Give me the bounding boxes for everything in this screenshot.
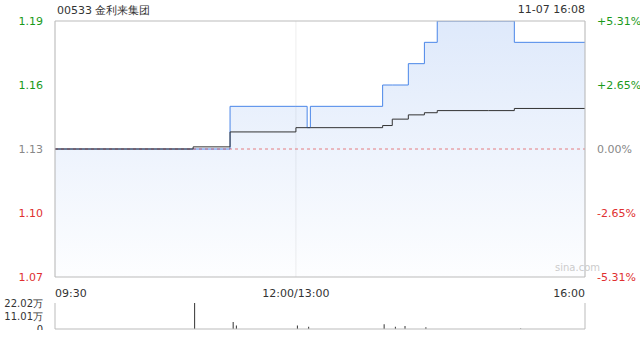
html-text:11-07 16:08: 11-07 16:08 <box>517 3 585 16</box>
svg-text:-5.31%: -5.31% <box>597 271 632 284</box>
svg-text:1.16: 1.16 <box>19 79 44 92</box>
svg-text:+2.65%: +2.65% <box>597 79 632 92</box>
svg-text:1.07: 1.07 <box>19 271 44 284</box>
svg-text:1.13: 1.13 <box>19 143 44 156</box>
html-text:sina.com: sina.com <box>555 262 600 273</box>
html-text:00533 金利来集团: 00533 金利来集团 <box>57 4 151 17</box>
svg-text:1.19: 1.19 <box>19 15 44 28</box>
svg-text:0: 0 <box>37 324 43 330</box>
svg-text:16:00: 16:00 <box>553 287 585 298</box>
svg-text:+5.31%: +5.31% <box>597 15 632 28</box>
svg-text:1.10: 1.10 <box>19 207 44 220</box>
svg-text:22.02万: 22.02万 <box>8 298 43 309</box>
svg-text:12:00/13:00: 12:00/13:00 <box>262 287 329 298</box>
svg-text:11.01万: 11.01万 <box>8 311 43 322</box>
svg-text:-2.65%: -2.65% <box>597 207 632 220</box>
svg-text:09:30: 09:30 <box>55 287 87 298</box>
svg-text:0.00%: 0.00% <box>597 143 632 156</box>
